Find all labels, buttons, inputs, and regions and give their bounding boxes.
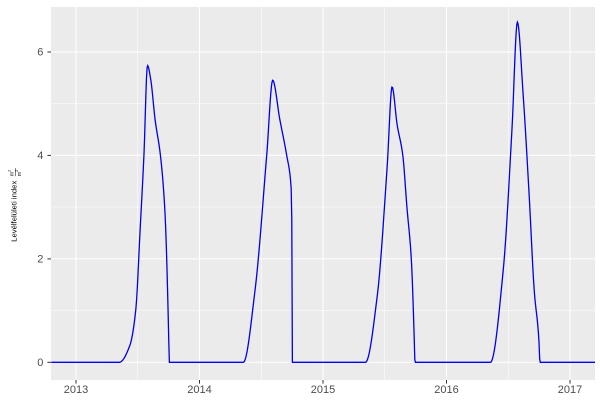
- svg-text:2015: 2015: [311, 384, 335, 396]
- svg-text:2: 2: [37, 253, 43, 265]
- svg-text:2016: 2016: [434, 384, 458, 396]
- svg-text:6: 6: [37, 47, 43, 59]
- svg-text:2: 2: [7, 170, 11, 172]
- svg-text:2013: 2013: [64, 384, 88, 396]
- svg-text:2014: 2014: [187, 384, 211, 396]
- svg-text:2: 2: [15, 170, 19, 172]
- svg-text:2017: 2017: [558, 384, 582, 396]
- svg-text:Levélfelületi index: Levélfelületi index: [10, 181, 19, 242]
- svg-text:0: 0: [37, 357, 43, 369]
- svg-text:4: 4: [37, 150, 43, 162]
